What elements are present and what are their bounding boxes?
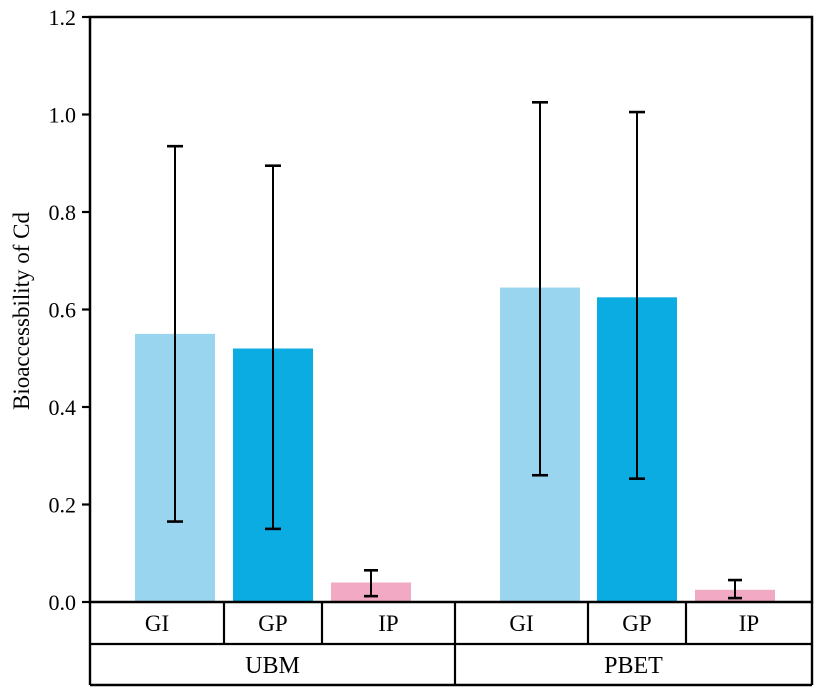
y-tick-label: 0.8 xyxy=(49,200,77,225)
group-label-ubm: UBM xyxy=(245,653,300,679)
category-label-ubm-ip: IP xyxy=(378,611,398,636)
y-tick-label: 0.0 xyxy=(49,590,77,615)
category-label-ubm-gi: GI xyxy=(145,611,169,636)
y-axis-label: Bioaccessbility of Cd xyxy=(9,211,34,411)
y-tick-label: 0.2 xyxy=(49,493,77,518)
y-tick-label: 0.6 xyxy=(49,298,77,323)
category-label-pbet-ip: IP xyxy=(739,611,759,636)
category-label-pbet-gi: GI xyxy=(509,611,533,636)
y-tick-label: 0.4 xyxy=(49,395,77,420)
y-tick-label: 1.0 xyxy=(49,103,77,128)
y-tick-label: 1.2 xyxy=(49,5,77,30)
category-label-ubm-gp: GP xyxy=(258,611,287,636)
group-label-pbet: PBET xyxy=(604,653,663,679)
category-label-pbet-gp: GP xyxy=(622,611,651,636)
